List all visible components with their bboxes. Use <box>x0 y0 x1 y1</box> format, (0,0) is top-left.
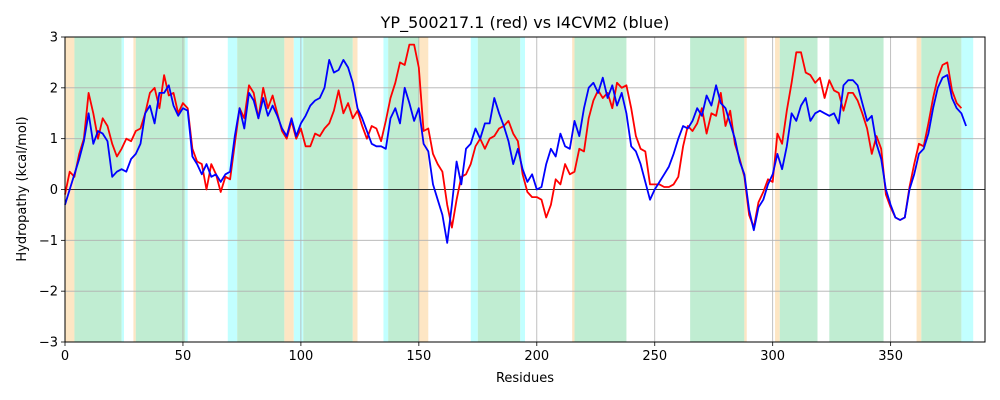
x-tick-label: 150 <box>406 349 431 364</box>
x-axis-title: Residues <box>496 371 554 386</box>
y-tick-label: 0 <box>50 183 58 198</box>
y-tick-label: −1 <box>39 234 58 249</box>
x-tick-label: 300 <box>760 349 785 364</box>
x-tick-label: 350 <box>878 349 903 364</box>
x-tick-label: 50 <box>175 349 192 364</box>
y-axis-title: Hydropathy (kcal/mol) <box>15 116 30 261</box>
x-tick-label: 100 <box>288 349 313 364</box>
y-tick-label: 3 <box>50 31 58 46</box>
chart-title: YP_500217.1 (red) vs I4CVM2 (blue) <box>380 13 670 33</box>
y-tick-label: −3 <box>39 336 58 351</box>
series-line-red <box>64 43 963 229</box>
x-tick-label: 0 <box>61 349 69 364</box>
x-tick-label: 250 <box>642 349 667 364</box>
x-tick-label: 200 <box>524 349 549 364</box>
series-line-blue <box>64 59 967 244</box>
axis-ticks: 0 50 100 150 200 250 300 350 −3 −2 −1 0 1 2 3 <box>39 31 903 365</box>
y-tick-label: 2 <box>50 81 58 96</box>
y-tick-label: 1 <box>50 132 58 147</box>
series-lines <box>64 43 967 244</box>
y-tick-label: −2 <box>39 285 58 300</box>
